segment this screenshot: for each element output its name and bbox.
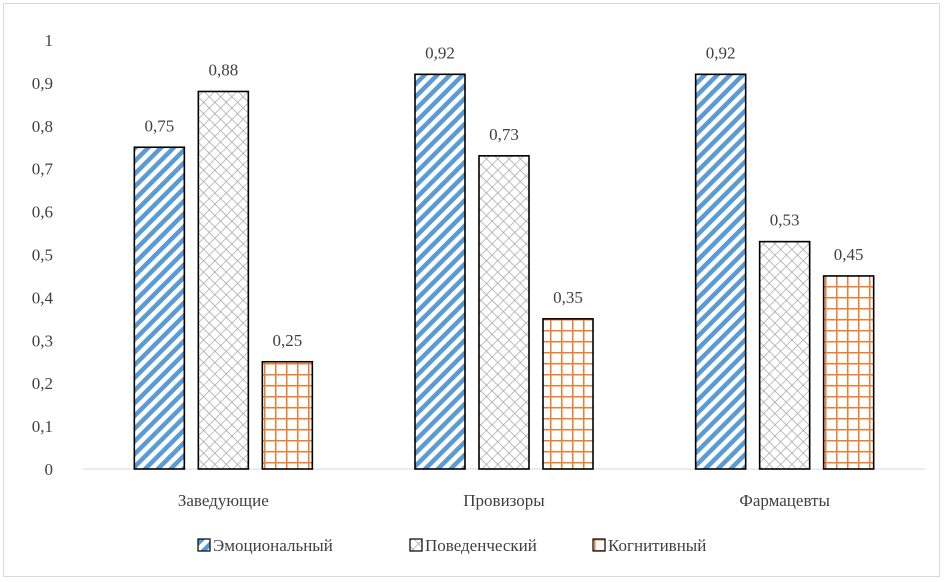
x-tick-label: Заведующие (178, 491, 269, 510)
bar-diamond-grid (478, 155, 530, 470)
y-tick-label: 0,4 (32, 288, 54, 307)
data-label: 0,53 (770, 211, 800, 230)
legend-label: Эмоциональный (213, 536, 333, 555)
data-label: 0,88 (208, 60, 238, 79)
legend-label: Поведенческий (425, 536, 537, 555)
y-tick-label: 0 (45, 460, 54, 479)
data-label: 0,35 (553, 288, 583, 307)
x-tick-label: Фармацевты (739, 491, 830, 510)
bar-diagonal-stripes (414, 73, 466, 470)
y-tick-label: 0,2 (32, 374, 53, 393)
data-label: 0,75 (144, 116, 174, 135)
data-label: 0,92 (706, 43, 736, 62)
bar-diamond-grid (197, 90, 250, 470)
data-label: 0,73 (489, 125, 519, 144)
bar-diagonal-stripes (133, 146, 186, 470)
legend-swatch (592, 538, 606, 552)
y-tick-label: 0,5 (32, 246, 53, 265)
y-tick-label: 0,1 (32, 417, 53, 436)
y-tick-label: 0,9 (32, 74, 53, 93)
bar-square-grid (822, 275, 875, 470)
x-tick-label: Провизоры (463, 491, 545, 510)
bar-square-grid (261, 360, 314, 470)
data-label: 0,25 (272, 331, 302, 350)
legend-label: Когнитивный (608, 536, 706, 555)
data-label: 0,45 (834, 245, 864, 264)
data-label: 0,92 (425, 43, 455, 62)
y-tick-label: 0,8 (32, 117, 53, 136)
bar-square-grid (542, 318, 594, 470)
bar-diagonal-stripes (694, 73, 747, 470)
y-tick-label: 0,7 (32, 160, 54, 179)
y-tick-label: 0,6 (32, 203, 53, 222)
legend-swatch (409, 538, 423, 552)
bar-diamond-grid (758, 240, 811, 470)
legend-swatch (197, 538, 211, 552)
y-tick-label: 0,3 (32, 331, 53, 350)
y-tick-label: 1 (45, 31, 54, 50)
